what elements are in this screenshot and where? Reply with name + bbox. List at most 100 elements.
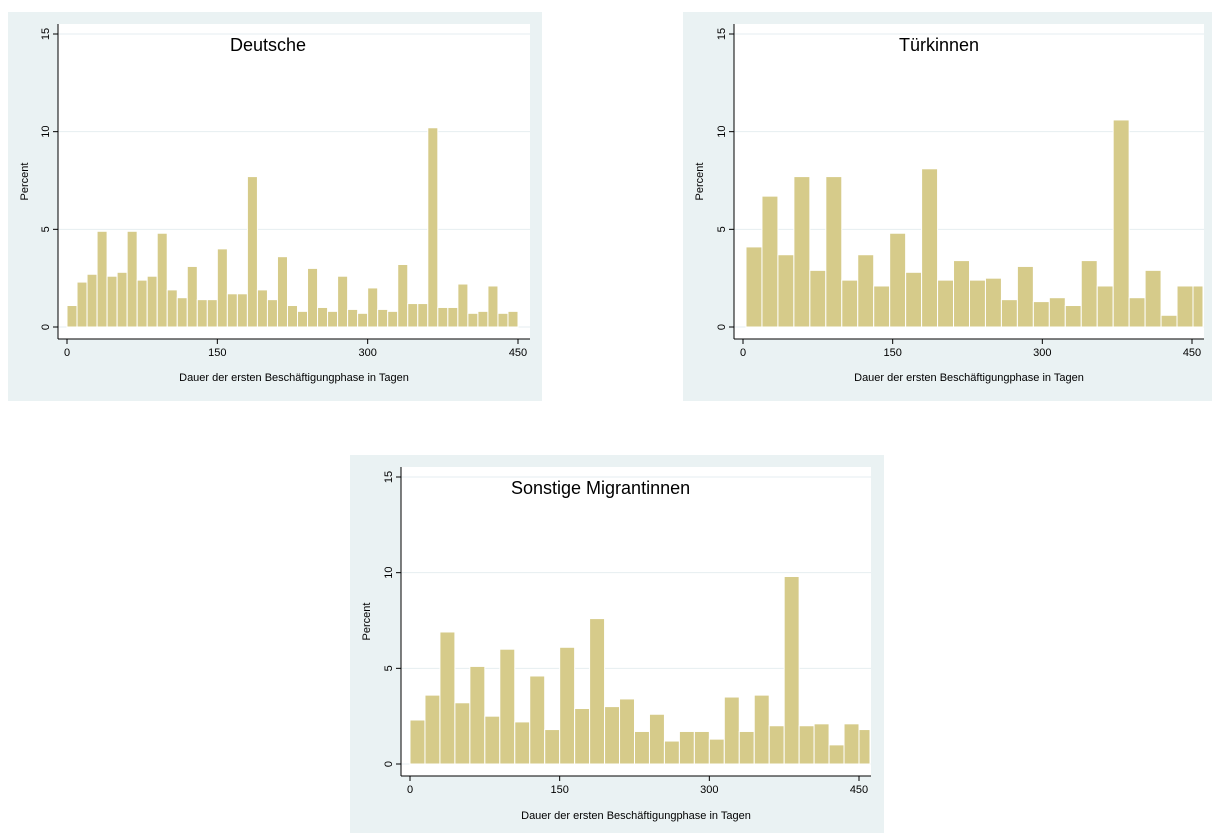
histogram-bar — [276, 256, 288, 328]
histogram-bar — [634, 730, 650, 765]
histogram-bar — [921, 168, 939, 328]
y-tick-label: 15 — [716, 28, 728, 40]
histogram-bar — [216, 248, 228, 328]
histogram-bar — [858, 729, 871, 765]
histogram-bar — [454, 702, 471, 765]
histogram-bar — [857, 254, 875, 328]
histogram-bar — [574, 708, 591, 765]
histogram-bar — [708, 738, 725, 765]
x-tick-label: 0 — [407, 784, 413, 796]
y-tick-label: 0 — [716, 324, 728, 330]
x-tick-label: 0 — [740, 347, 746, 359]
histogram-bar — [507, 310, 519, 328]
y-tick-label: 10 — [383, 567, 395, 579]
histogram-bar — [357, 312, 369, 328]
histogram-bar — [397, 263, 409, 328]
histogram-bar — [477, 310, 489, 328]
x-tick-label: 450 — [850, 784, 868, 796]
histogram-bar — [86, 273, 98, 328]
x-tick-label: 0 — [64, 347, 70, 359]
histogram-panel-sonstige-migrantinnen: 0 150 300 450 0 5 10 15 Dauer der ersten Beschäf… — [350, 455, 884, 833]
histogram-panel-deutsche: 0 150 300 450 0 5 10 15 Dauer der ersten Beschäf… — [8, 12, 542, 401]
histogram-bar — [1096, 285, 1114, 328]
histogram-bar — [246, 176, 258, 328]
histogram-bar — [367, 287, 379, 328]
histogram-bar — [1112, 119, 1130, 328]
histogram-bar — [457, 283, 469, 328]
histogram-bar — [1160, 314, 1178, 328]
histogram-bar — [798, 725, 815, 765]
histogram-bar — [953, 260, 970, 328]
histogram-bar — [648, 713, 665, 765]
histogram-bar — [828, 744, 845, 765]
histogram-bar — [337, 275, 349, 328]
histogram-bar — [1064, 305, 1082, 328]
histogram-bar — [559, 646, 576, 765]
histogram-bar — [497, 312, 509, 328]
histogram-bar — [604, 706, 621, 765]
x-tick-label: 150 — [208, 347, 226, 359]
x-tick-label: 300 — [700, 784, 718, 796]
histogram-bar — [678, 730, 695, 765]
histogram-bar — [196, 299, 208, 328]
histogram-bar — [427, 127, 439, 328]
x-tick-label: 450 — [509, 347, 527, 359]
histogram-bar — [1176, 285, 1194, 328]
y-axis-title: Percent — [19, 163, 31, 201]
histogram-bar — [768, 725, 785, 765]
histogram-bar — [663, 740, 680, 765]
histogram-bar — [176, 297, 188, 328]
chart-title: Sonstige Migrantinnen — [511, 478, 690, 498]
histogram-bar — [439, 631, 456, 765]
histogram-bar — [186, 265, 198, 328]
histogram-bar — [1128, 297, 1146, 328]
histogram-bar — [126, 230, 138, 328]
histogram-bar — [317, 306, 329, 328]
y-tick-label: 10 — [716, 126, 728, 138]
histogram-bar — [146, 275, 158, 328]
y-tick-label: 0 — [40, 324, 52, 330]
histogram-bar — [417, 303, 429, 328]
histogram-bar — [136, 279, 148, 328]
histogram-bar — [529, 675, 546, 765]
x-tick-label: 300 — [1033, 347, 1051, 359]
histogram-bar — [937, 279, 955, 328]
histogram-bar — [968, 279, 986, 328]
histogram-bar — [347, 308, 359, 328]
histogram-bar — [1016, 265, 1034, 328]
y-tick-label: 5 — [40, 226, 52, 232]
histogram-bar — [286, 305, 299, 328]
x-tick-label: 150 — [550, 784, 568, 796]
histogram-bar — [1192, 285, 1204, 328]
y-tick-label: 5 — [716, 226, 728, 232]
histogram-bar — [693, 730, 710, 765]
histogram-bar — [1144, 269, 1162, 328]
histogram-bar — [984, 277, 1002, 328]
histogram-bar — [409, 719, 426, 765]
x-axis-title: Dauer der ersten Beschäftigungphase in T… — [854, 372, 1084, 384]
histogram-bar — [156, 232, 168, 328]
histogram-bar — [589, 618, 606, 765]
histogram-bar — [226, 293, 238, 328]
histogram-bar — [407, 303, 419, 328]
histogram-bar — [514, 721, 531, 765]
histogram-bar — [106, 275, 118, 328]
histogram-bar — [619, 698, 635, 765]
y-axis-title: Percent — [361, 603, 373, 641]
histogram-bar — [327, 310, 339, 328]
histogram-bar — [437, 306, 449, 328]
x-axis-title: Dauer der ersten Beschäftigungphase in T… — [179, 372, 409, 384]
histogram-bar — [469, 665, 486, 765]
histogram-bar — [1000, 299, 1018, 328]
histogram-bar — [96, 230, 108, 328]
histogram-bar — [723, 696, 740, 765]
histogram-bar — [377, 308, 389, 328]
histogram-bar — [544, 729, 561, 765]
histogram-bar — [889, 232, 907, 328]
histogram-bar — [297, 310, 309, 328]
y-tick-label: 5 — [383, 665, 395, 671]
histogram-bar — [777, 254, 795, 328]
histogram-bar — [783, 575, 800, 765]
histogram-bar — [873, 285, 891, 328]
histogram-bar — [1080, 260, 1098, 328]
